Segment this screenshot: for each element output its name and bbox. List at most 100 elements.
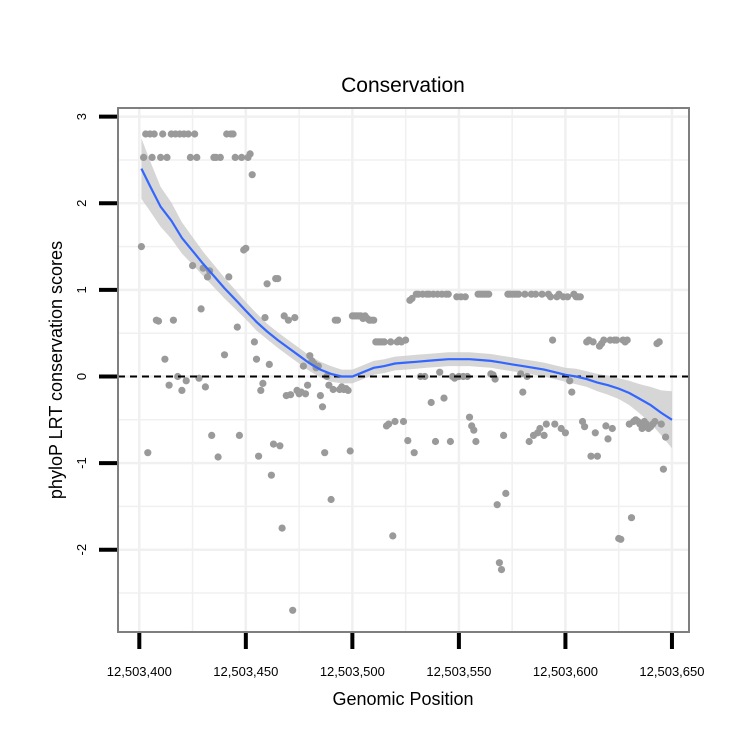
data-point	[591, 429, 599, 437]
data-point	[568, 388, 576, 396]
data-point	[137, 243, 145, 251]
data-point	[602, 422, 610, 430]
data-point	[600, 336, 608, 344]
data-point	[346, 447, 354, 455]
data-point	[159, 130, 167, 138]
data-point	[404, 437, 412, 445]
data-point	[525, 437, 533, 446]
data-point	[284, 316, 292, 324]
data-point	[627, 514, 636, 522]
data-point	[301, 390, 310, 398]
x-tick-label: 12,503,550	[426, 664, 491, 679]
data-point	[321, 449, 329, 457]
data-point	[581, 423, 589, 431]
data-point	[184, 130, 192, 138]
data-point	[604, 435, 612, 443]
data-point	[287, 391, 295, 399]
data-point	[440, 394, 448, 402]
y-tick-label: -2	[74, 544, 89, 556]
data-point	[225, 273, 233, 281]
data-point	[402, 336, 410, 344]
data-point	[589, 338, 597, 346]
data-point	[521, 290, 529, 298]
data-point	[291, 314, 299, 322]
data-point	[385, 420, 393, 428]
data-point	[144, 449, 152, 457]
data-point	[276, 442, 284, 450]
data-point	[329, 385, 337, 394]
data-point	[497, 566, 506, 574]
data-point	[163, 153, 171, 161]
data-point	[318, 403, 327, 411]
data-point	[495, 559, 503, 567]
data-point	[165, 381, 173, 389]
data-point	[197, 305, 205, 313]
data-point	[427, 398, 435, 407]
plot-panel	[118, 108, 689, 632]
data-point	[250, 338, 258, 346]
data-point	[436, 368, 444, 376]
data-point	[178, 386, 186, 394]
data-point	[278, 524, 286, 532]
data-point	[220, 351, 229, 359]
data-point	[662, 433, 670, 441]
data-point	[593, 452, 602, 460]
data-point	[461, 293, 469, 301]
y-tick-label: 2	[74, 200, 89, 207]
data-point	[299, 362, 307, 370]
data-point	[470, 426, 478, 434]
data-point	[532, 290, 540, 298]
x-tick-label: 12,503,400	[107, 664, 172, 679]
data-point	[536, 424, 544, 433]
data-point	[659, 465, 668, 473]
data-point	[333, 316, 342, 324]
data-point	[189, 262, 197, 270]
data-point	[214, 453, 222, 461]
data-point	[327, 495, 335, 504]
chart-title: Conservation	[341, 74, 465, 97]
data-point	[389, 532, 397, 540]
data-point	[263, 280, 271, 288]
data-point	[500, 431, 508, 439]
data-point	[549, 336, 557, 344]
data-point	[540, 431, 548, 439]
data-point	[538, 290, 546, 298]
data-point	[344, 386, 352, 394]
y-tick-label: 1	[74, 286, 89, 293]
panel-border	[117, 107, 690, 633]
data-point	[174, 372, 182, 381]
data-point	[542, 420, 550, 428]
data-point	[515, 290, 523, 298]
data-point	[387, 338, 395, 346]
data-point	[140, 153, 148, 161]
data-point	[161, 355, 169, 363]
x-tick-label: 12,503,600	[533, 664, 598, 679]
x-tick-label: 12,503,450	[213, 664, 278, 679]
data-point	[566, 377, 574, 385]
data-point	[638, 424, 646, 433]
data-point	[444, 290, 452, 298]
data-point	[193, 153, 201, 161]
data-point	[289, 606, 297, 614]
data-point	[216, 153, 224, 161]
data-point	[154, 317, 163, 325]
data-point	[651, 417, 659, 426]
x-tick-label: 12,503,650	[639, 664, 704, 679]
data-point	[493, 501, 501, 509]
data-point	[399, 417, 408, 426]
data-point	[391, 417, 399, 426]
data-point	[561, 429, 570, 437]
data-point	[231, 153, 239, 161]
confidence-band-area	[141, 138, 672, 449]
data-point	[235, 431, 243, 439]
data-point	[485, 290, 493, 298]
data-point	[265, 360, 273, 368]
data-point	[576, 293, 584, 301]
data-point	[608, 424, 616, 433]
data-point	[472, 437, 480, 446]
data-point	[201, 383, 209, 391]
grid-lines	[118, 108, 689, 632]
data-point	[238, 153, 246, 161]
data-point	[246, 150, 254, 158]
